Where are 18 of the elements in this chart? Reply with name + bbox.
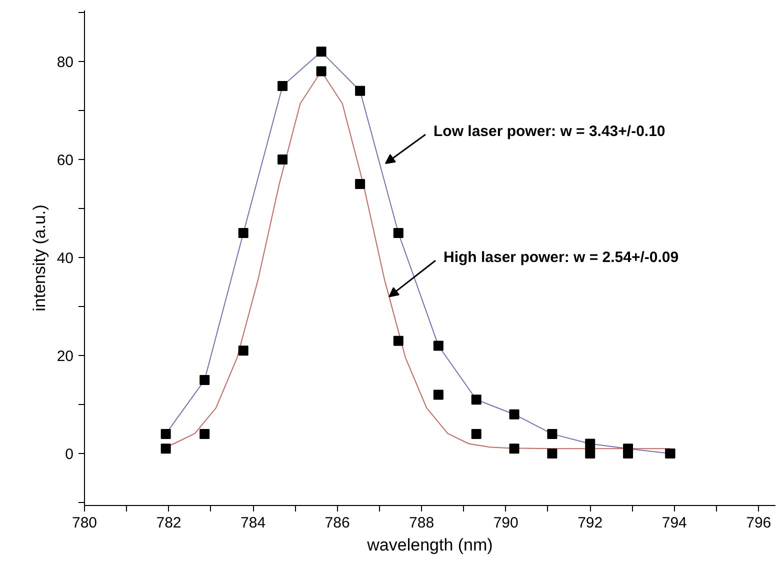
x-tick-label: 790 [493,514,518,532]
x-tick-label: 792 [578,514,603,532]
y-axis-title: intensity (a.u.) [30,204,49,312]
y-tick-label: 0 [65,446,74,464]
x-tick-label: 782 [156,514,182,532]
y-tick-label: 20 [56,348,74,366]
y-tick-label: 80 [56,54,74,71]
x-tick-label: 794 [662,514,687,532]
x-tick-label: 784 [240,514,266,532]
y-tick-label: 40 [56,250,74,268]
x-tick-label: 796 [746,514,772,532]
annotation: Low laser power: w = 3.43+/-0.10 [434,123,666,140]
y-tick-label: 60 [56,152,74,169]
annotation: High laser power: w = 2.54+/-0.09 [444,249,679,266]
x-tick-label: 788 [409,514,434,532]
x-tick-label: 786 [324,514,350,532]
x-axis-title: wavelength (nm) [366,536,493,554]
x-tick-label: 780 [72,514,98,532]
